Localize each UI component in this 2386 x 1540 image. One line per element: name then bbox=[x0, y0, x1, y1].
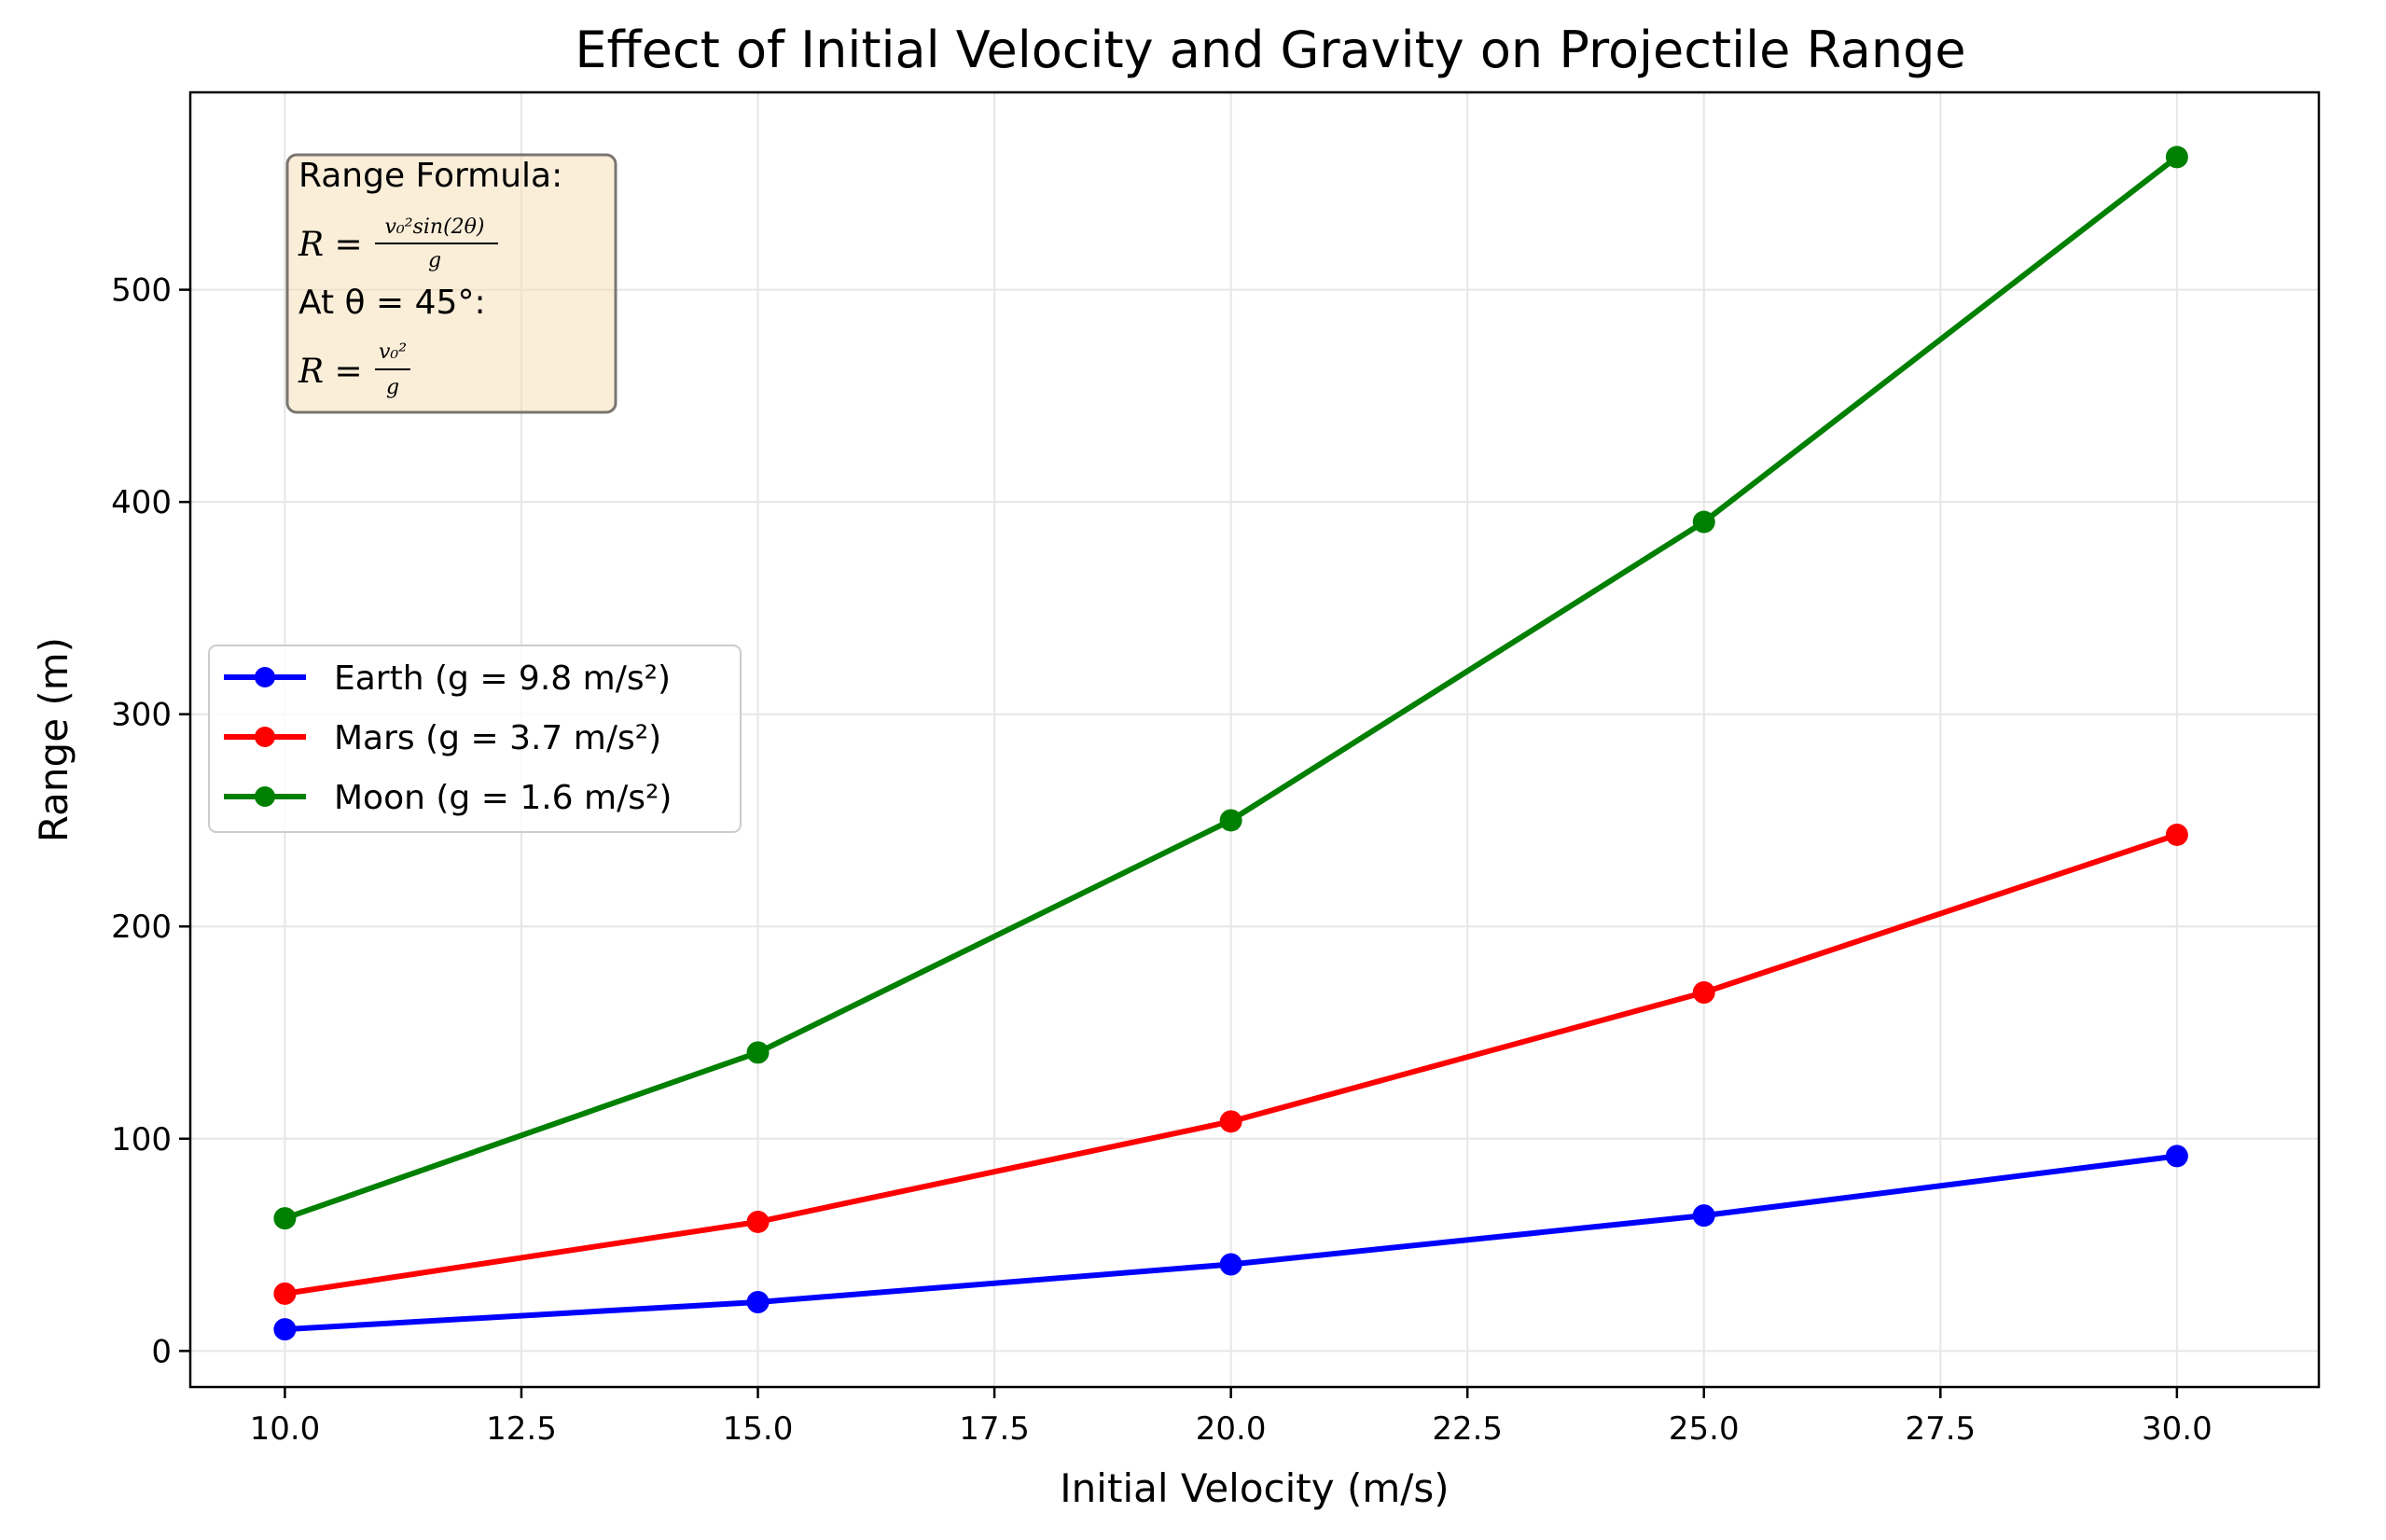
x-tick-label: 20.0 bbox=[1196, 1410, 1267, 1448]
x-tick-label: 17.5 bbox=[959, 1410, 1030, 1448]
data-point-mars bbox=[2165, 823, 2188, 846]
chart-title: Effect of Initial Velocity and Gravity o… bbox=[575, 21, 1965, 79]
y-tick-label: 400 bbox=[111, 484, 172, 521]
x-tick-label: 27.5 bbox=[1905, 1410, 1976, 1448]
y-tick-label: 500 bbox=[111, 272, 172, 310]
y-tick-label: 200 bbox=[111, 909, 172, 946]
annotation-heading: Range Formula: bbox=[298, 157, 562, 195]
legend-label-moon: Moon (g = 1.6 m/s²) bbox=[334, 779, 672, 817]
plot-frame bbox=[188, 90, 2321, 1389]
data-point-moon bbox=[746, 1041, 770, 1064]
data-point-mars bbox=[1219, 1110, 1242, 1133]
legend-box bbox=[208, 645, 742, 833]
legend-marker-earth bbox=[255, 667, 275, 687]
legend-marker-mars bbox=[255, 727, 275, 747]
y-tick-label: 300 bbox=[111, 697, 172, 734]
x-tick-label: 10.0 bbox=[250, 1410, 321, 1448]
grid bbox=[190, 92, 2319, 1387]
x-tick-label: 15.0 bbox=[723, 1410, 794, 1448]
y-tick-label: 0 bbox=[151, 1333, 172, 1370]
formula-2-numerator: v₀² bbox=[379, 340, 407, 364]
legend-item-mars: Mars (g = 3.7 m/s²) bbox=[224, 719, 661, 757]
formula-2-lhs: R = bbox=[298, 353, 363, 391]
formula-1-denominator: g bbox=[428, 249, 441, 272]
data-point-earth bbox=[746, 1290, 770, 1313]
legend-marker-moon bbox=[255, 786, 275, 807]
axis-ticks: 10.0 12.5 15.0 17.5 20.0 22.5 25.0 27.5 30.0 0 100… bbox=[111, 272, 2213, 1448]
data-point-mars bbox=[746, 1210, 770, 1233]
x-tick-label: 22.5 bbox=[1432, 1410, 1503, 1448]
data-point-earth bbox=[2165, 1145, 2188, 1168]
x-tick-label: 30.0 bbox=[2142, 1410, 2213, 1448]
data-point-earth bbox=[273, 1318, 297, 1341]
x-tick-label: 12.5 bbox=[486, 1410, 557, 1448]
data-point-moon bbox=[273, 1207, 297, 1230]
data-point-mars bbox=[1692, 981, 1715, 1005]
data-point-mars bbox=[273, 1282, 297, 1305]
data-point-moon bbox=[2165, 146, 2188, 169]
data-point-moon bbox=[1692, 510, 1715, 534]
data-point-earth bbox=[1219, 1253, 1242, 1276]
series-layer bbox=[273, 146, 2188, 1341]
legend-item-earth: Earth (g = 9.8 m/s²) bbox=[224, 659, 671, 698]
y-tick-label: 100 bbox=[111, 1121, 172, 1158]
legend: Earth (g = 9.8 m/s²) Mars (g = 3.7 m/s²)… bbox=[208, 645, 742, 833]
annotation-condition: At θ = 45°: bbox=[298, 284, 486, 322]
legend-label-earth: Earth (g = 9.8 m/s²) bbox=[334, 659, 671, 698]
formula-1-numerator: v₀²sin(2θ) bbox=[385, 215, 485, 239]
data-point-moon bbox=[1219, 809, 1242, 832]
annotation-box bbox=[285, 153, 617, 414]
data-point-earth bbox=[1692, 1204, 1715, 1228]
x-axis-label: Initial Velocity (m/s) bbox=[1060, 1465, 1449, 1511]
x-tick-label: 25.0 bbox=[1669, 1410, 1740, 1448]
formula-1-lhs: R = bbox=[298, 226, 363, 264]
y-axis-label: Range (m) bbox=[31, 637, 76, 842]
formula-2-denominator: g bbox=[386, 376, 399, 399]
formula-annotation: Range Formula: R = v₀²sin(2θ) g At θ = 4… bbox=[285, 153, 617, 414]
legend-label-mars: Mars (g = 3.7 m/s²) bbox=[334, 719, 661, 757]
legend-item-moon: Moon (g = 1.6 m/s²) bbox=[224, 779, 672, 817]
